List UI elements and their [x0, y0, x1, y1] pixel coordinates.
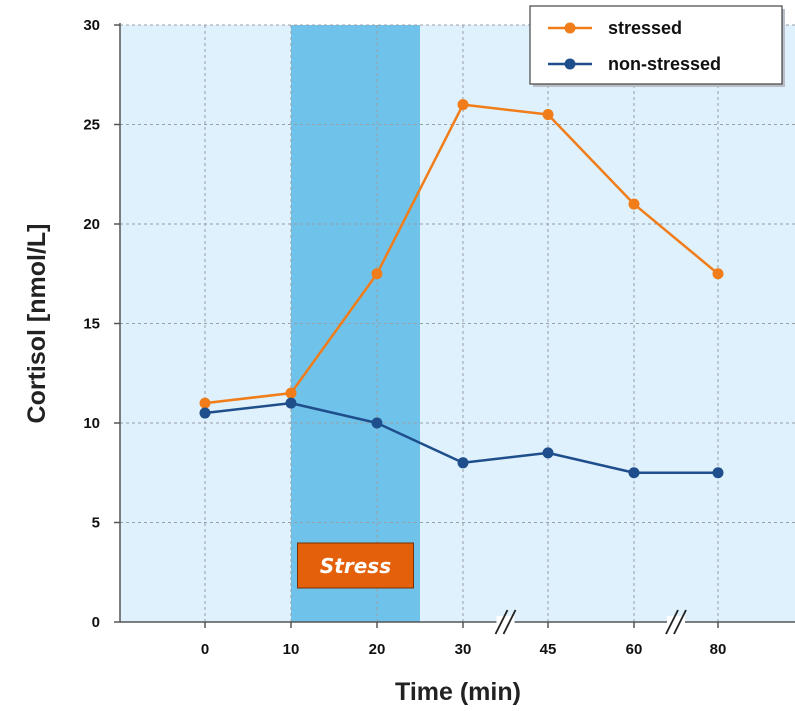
x-tick-label: 20: [369, 641, 386, 658]
y-tick-label: 5: [92, 515, 100, 532]
data-point-stressed: [371, 268, 383, 280]
legend-swatch-marker: [564, 58, 576, 70]
data-point-non-stressed: [371, 417, 383, 429]
x-tick-label: 60: [626, 641, 643, 658]
y-axis-title: Cortisol [nmol/L]: [23, 224, 51, 424]
series-non-stressed: [199, 397, 724, 479]
data-point-stressed: [199, 397, 211, 409]
y-tick-label: 15: [83, 316, 100, 333]
data-point-non-stressed: [457, 457, 469, 469]
y-tick-label: 30: [83, 17, 100, 34]
data-point-stressed: [542, 109, 554, 121]
x-tick-label: 10: [283, 641, 300, 658]
y-axis-ticks: 0 5 10 15 20 25 30: [83, 17, 120, 631]
data-point-stressed: [457, 99, 469, 111]
data-point-non-stressed: [628, 467, 640, 479]
data-point-non-stressed: [285, 397, 297, 409]
legend-box: [529, 5, 783, 85]
data-point-non-stressed: [712, 467, 724, 479]
stress-label-text: Stress: [320, 554, 391, 578]
x-tick-label: 0: [201, 641, 209, 658]
y-tick-label: 10: [83, 415, 100, 432]
legend-label: non-stressed: [608, 54, 721, 74]
axis-break-mark: [502, 609, 517, 635]
data-point-non-stressed: [199, 407, 211, 419]
data-point-stressed: [285, 387, 297, 399]
axis-break-mark: [494, 609, 509, 635]
series-stressed: [199, 99, 724, 409]
y-tick-label: 20: [83, 216, 100, 233]
grid-lines: [120, 24, 795, 622]
x-tick-label: 45: [540, 641, 557, 658]
x-tick-label: 30: [455, 641, 472, 658]
stress-label: Stress: [297, 542, 414, 589]
legend-swatch-marker: [564, 22, 576, 34]
x-axis-ticks: 0 10 20 30 45 60 80: [201, 622, 727, 658]
axis-break-mark: [665, 609, 679, 635]
legend: stressed non-stressed: [529, 5, 785, 87]
x-axis-title: Time (min): [395, 678, 521, 706]
data-point-stressed: [628, 198, 640, 210]
axis-break-mark: [673, 609, 687, 635]
data-point-non-stressed: [542, 447, 554, 459]
data-point-stressed: [712, 268, 724, 280]
axis-breaks: [494, 609, 687, 635]
legend-label: stressed: [608, 18, 682, 38]
series-layer: [199, 99, 724, 479]
stress-label-box: [297, 542, 414, 589]
y-tick-label: 25: [83, 117, 100, 134]
y-tick-label: 0: [92, 614, 100, 631]
x-tick-label: 80: [710, 641, 727, 658]
